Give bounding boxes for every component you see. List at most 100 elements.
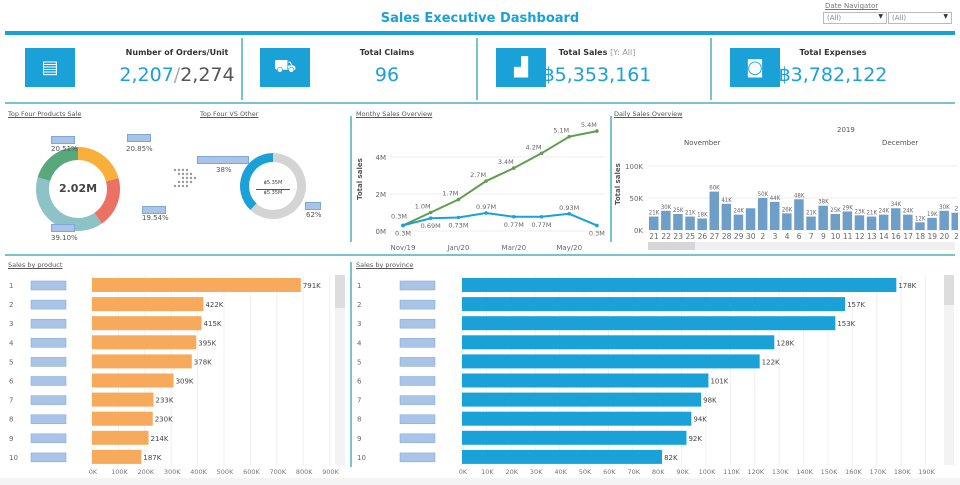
data-label: 3.4M	[498, 158, 514, 166]
arrow-dot	[177, 180, 181, 184]
arrow-dot	[185, 184, 189, 188]
kpi-expenses-value: ฿3,782,122	[778, 64, 888, 86]
rank-label: 3	[9, 320, 13, 328]
x-tick-label: 300K	[164, 468, 181, 476]
arrow-dot	[173, 184, 177, 188]
data-label: 60K	[709, 184, 720, 192]
data-label: 128K	[776, 339, 794, 347]
slice-label-placeholder	[142, 206, 166, 214]
daily-year: 2019	[837, 126, 855, 134]
bar	[92, 316, 202, 331]
name-placeholder	[399, 376, 436, 386]
data-label: 21K	[685, 209, 696, 217]
name-placeholder	[30, 414, 67, 424]
product-scrollbar[interactable]	[335, 275, 345, 465]
series-line	[402, 212, 598, 227]
daily-title: Daily Sales Overview	[614, 110, 683, 118]
bar	[92, 392, 154, 407]
rank-label: 3	[357, 320, 361, 328]
sales-by-province-chart[interactable]: 0K 10K 20K 30K 40K 50K 60K 70K 80K 90K 100K 110K 120…	[357, 275, 936, 476]
data-label: 44K	[770, 194, 781, 202]
bar	[92, 449, 142, 464]
product-scrollbar-thumb[interactable]	[335, 275, 345, 308]
x-tick-label: 30K	[530, 468, 543, 476]
x-tick-label: 200K	[137, 468, 154, 476]
data-label: 98K	[703, 397, 717, 405]
kpi-divider	[476, 38, 478, 100]
data-label: 25K	[673, 206, 684, 214]
orders-value: 2,207	[119, 64, 174, 86]
rank-label: 5	[357, 358, 361, 366]
province-scrollbar[interactable]	[944, 275, 954, 465]
data-label: 309K	[176, 378, 194, 386]
kpi-divider	[241, 38, 243, 100]
daily-bar	[794, 199, 804, 230]
donut-slice	[36, 177, 102, 232]
data-point	[539, 151, 544, 156]
x-tick-label: Mar/20	[502, 244, 526, 252]
name-placeholder	[399, 395, 436, 405]
daily-bar	[733, 214, 744, 230]
data-point	[595, 129, 599, 133]
x-tick-label: 22	[661, 232, 671, 241]
data-label: 0.93M	[559, 204, 579, 212]
date-navigator-label: Date Navigator	[825, 2, 879, 10]
x-tick-label: May/20	[556, 244, 582, 252]
data-label: 157K	[847, 301, 865, 309]
data-label: 0.3M	[395, 229, 411, 237]
daily-scrollbar[interactable]	[648, 242, 955, 250]
center-top-value: ฿5.35M	[263, 180, 283, 186]
kpi-divider	[710, 38, 712, 100]
arrow-dot	[193, 176, 197, 180]
name-placeholder	[30, 318, 67, 329]
x-tick-label: 160K	[845, 468, 862, 476]
sales-label-suffix: [Y: All]	[610, 48, 636, 57]
rank-label: 9	[9, 435, 13, 443]
money-stack-icon: ▤	[25, 48, 75, 87]
rank-label: 1	[9, 282, 13, 290]
daily-bar	[854, 215, 865, 230]
kpi-orders-value: 2,207/2,274	[77, 64, 277, 86]
x-tick-label: 18	[915, 232, 925, 241]
arrow-dots-icon	[173, 168, 197, 188]
data-label: 1.7M	[442, 190, 458, 198]
province-scrollbar-thumb[interactable]	[944, 275, 954, 305]
date-select-2[interactable]: (All) ▼	[888, 12, 952, 24]
data-label: 24K	[903, 207, 914, 215]
rank-label: 1	[357, 282, 361, 290]
x-tick-label: 110K	[723, 468, 740, 476]
arrow-dot	[177, 172, 181, 176]
bar	[462, 354, 760, 369]
daily-bar	[806, 216, 816, 230]
top-four-donut[interactable]	[36, 147, 120, 232]
arrow-dot	[181, 184, 185, 188]
top-vs-other-donut[interactable]	[240, 153, 307, 219]
data-label: 34K	[891, 200, 902, 208]
daily-bar	[782, 213, 792, 230]
x-tick-label: 80K	[652, 468, 665, 476]
data-label: 21K	[649, 209, 660, 217]
arrow-dot	[173, 168, 177, 172]
x-tick-label: 400K	[190, 468, 207, 476]
row-divider	[5, 254, 955, 256]
x-tick-label: 16	[891, 232, 901, 241]
x-tick-label: Nov/19	[391, 244, 416, 252]
data-label: 19K	[927, 210, 938, 218]
daily-bar	[915, 222, 925, 230]
data-label: 23K	[854, 207, 865, 215]
daily-scrollbar-thumb[interactable]	[648, 242, 695, 250]
data-label: 82K	[664, 454, 678, 462]
data-point	[512, 214, 516, 219]
daily-sales-chart[interactable]: 0K50K100K21K2130K2225K2321K2518K2660K274…	[625, 163, 959, 241]
top-share-pct: 38%	[216, 166, 232, 174]
sales-by-product-chart[interactable]: 0K 100K 200K 300K 400K 500K 600K 700K 800K 900K 1 7…	[9, 275, 340, 476]
arrow-dot	[177, 168, 181, 172]
x-tick-label: 27	[710, 232, 720, 241]
monthly-sales-chart[interactable]: 0M 2M 4M Nov/19 Jan/20 Mar/20 May/20 0.3M 1.0M 1.…	[376, 121, 606, 252]
name-placeholder	[30, 395, 67, 405]
panel-divider	[350, 262, 352, 467]
data-label: 50K	[758, 190, 769, 198]
date-select-1[interactable]: (All) ▼	[823, 12, 887, 24]
banknote-icon: ◙	[730, 48, 780, 87]
